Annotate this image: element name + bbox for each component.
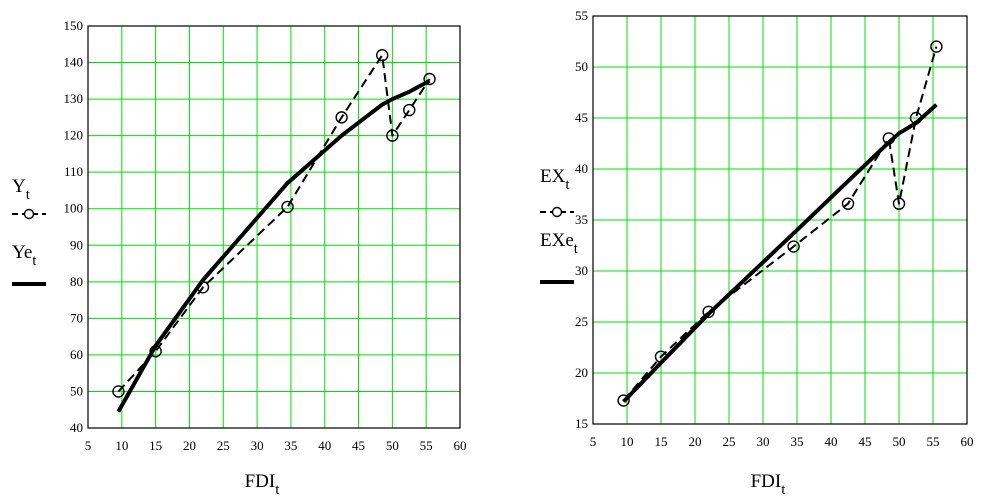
x-tick-label: 50 (386, 438, 399, 453)
data-point-y (335, 111, 348, 124)
data-point-ex (702, 305, 715, 318)
data-point-ex (892, 197, 906, 210)
plot-frame (87, 25, 461, 429)
x-tick-label: 15 (655, 434, 668, 449)
x-tick-label: 40 (318, 438, 331, 453)
y-tick-label: 60 (70, 347, 83, 362)
x-tick-label: 25 (723, 434, 736, 449)
y-tick-label: 25 (575, 314, 588, 329)
data-point-ex (617, 394, 630, 407)
y-tick-label: 70 (70, 310, 83, 325)
data-point-y (112, 385, 125, 398)
data-point-y (423, 72, 436, 86)
y-tick-label: 100 (64, 201, 84, 216)
series-line-exe (622, 103, 938, 403)
data-point-y (281, 200, 294, 214)
y-tick-label: 140 (64, 55, 84, 70)
series-line-ye (116, 79, 431, 413)
x-tick-label: 10 (621, 434, 634, 449)
x-tick-label: 60 (961, 434, 974, 449)
y-tick-label: 15 (575, 416, 588, 431)
x-tick-label: 20 (689, 434, 702, 449)
legend-label-sub: t (32, 253, 37, 269)
legend-label-sub: t (565, 177, 570, 193)
y-tick-label: 20 (575, 365, 588, 380)
x-tick-label: 30 (757, 434, 770, 449)
x-axis-label-main: FDI (245, 471, 276, 492)
series-line-y (117, 54, 431, 393)
chart-2: 5 10 15 20 25 30 35 40 45 50 55 60 15 20 25 30 35 40 45 50 5… (540, 8, 974, 497)
legend-label-y: Yt (12, 176, 31, 203)
x-axis-label-sub: t (275, 482, 280, 497)
x-tick-label: 35 (791, 434, 804, 449)
legend-marker-ex (551, 206, 563, 218)
y-tick-label: 150 (64, 18, 84, 33)
legend-marker-y (23, 208, 35, 220)
x-tick-label: 15 (149, 438, 162, 453)
x-tick-label: 5 (590, 434, 597, 449)
data-point-y (376, 49, 389, 62)
y-tick-label: 90 (70, 237, 83, 252)
legend-label-exe: EXet (540, 230, 579, 257)
x-axis-label-sub: t (781, 482, 786, 497)
x-tick-label: 50 (893, 434, 906, 449)
y-tick-label: 40 (575, 161, 588, 176)
y-tick-label: 40 (70, 420, 83, 435)
y-tick-label: 120 (64, 128, 84, 143)
legend-label-ye: Yet (12, 242, 37, 269)
y-tick-label: 45 (575, 110, 588, 125)
y-tick-label: 80 (70, 274, 83, 289)
y-tick-label: 55 (575, 8, 588, 23)
legend-label-sub: t (574, 241, 579, 257)
x-tick-label: 5 (85, 438, 92, 453)
x-tick-label: 25 (217, 438, 230, 453)
x-tick-label: 10 (115, 438, 128, 453)
x-tick-label: 55 (420, 438, 433, 453)
y-tick-label: 130 (64, 91, 84, 106)
legend-label-main: EX (540, 166, 566, 187)
x-axis-label-main: FDI (751, 471, 782, 492)
y-tick-label: 50 (70, 383, 83, 398)
y-tick-label: 50 (575, 59, 588, 74)
x-tick-label: 40 (825, 434, 838, 449)
y-tick-label: 30 (575, 263, 588, 278)
legend-label-main: Ye (12, 242, 32, 263)
legend-label-main: EXe (540, 230, 574, 251)
x-tick-label: 30 (251, 438, 264, 453)
series-line-ex (622, 46, 938, 402)
data-point-ex (930, 40, 943, 53)
x-tick-label: 35 (284, 438, 297, 453)
x-tick-label: 60 (454, 438, 467, 453)
legend-label-sub: t (26, 187, 31, 203)
legend-label-main: Y (12, 176, 26, 197)
data-point-y (403, 103, 416, 117)
x-tick-label: 45 (352, 438, 365, 453)
legend-label-ex: EXt (540, 166, 570, 193)
data-point-ex (841, 197, 855, 210)
y-tick-label: 35 (575, 212, 588, 227)
plot-frame (592, 15, 968, 425)
x-tick-label: 20 (183, 438, 196, 453)
y-tick-label: 110 (64, 164, 83, 179)
x-axis-label: FDIt (751, 471, 787, 497)
x-tick-label: 55 (927, 434, 940, 449)
data-point-ex (787, 240, 800, 253)
data-point-y (386, 129, 399, 142)
x-axis-label: FDIt (245, 471, 281, 497)
x-tick-label: 45 (859, 434, 872, 449)
chart-1: 5 10 15 20 25 30 35 40 45 50 55 60 40 50 60 70 80 90 100 11… (12, 18, 467, 497)
